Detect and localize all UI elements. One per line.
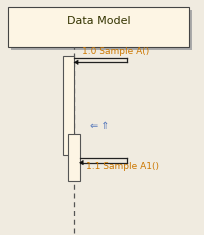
Bar bbox=[68, 134, 79, 181]
Bar bbox=[11, 10, 191, 50]
Text: 1.1 Sample A1(): 1.1 Sample A1() bbox=[86, 162, 158, 171]
Text: ⇐ ⇑: ⇐ ⇑ bbox=[90, 121, 109, 131]
Polygon shape bbox=[74, 60, 78, 65]
Text: Data Model: Data Model bbox=[66, 16, 130, 26]
Text: 1.0 Sample A(): 1.0 Sample A() bbox=[82, 47, 149, 56]
Bar bbox=[8, 7, 188, 47]
Bar bbox=[62, 56, 74, 155]
Polygon shape bbox=[79, 160, 83, 165]
